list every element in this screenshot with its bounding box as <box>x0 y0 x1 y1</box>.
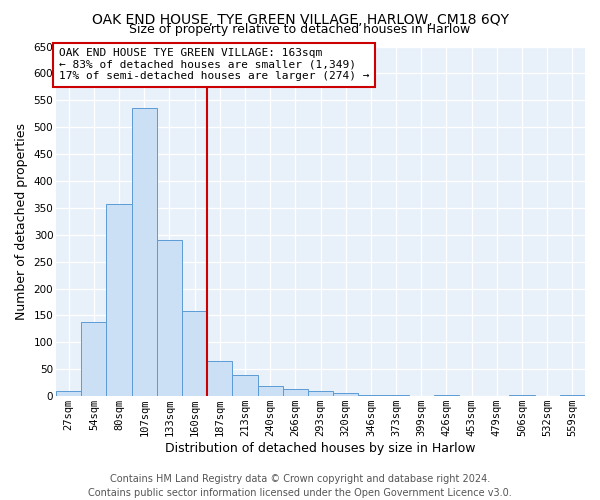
Text: OAK END HOUSE TYE GREEN VILLAGE: 163sqm
← 83% of detached houses are smaller (1,: OAK END HOUSE TYE GREEN VILLAGE: 163sqm … <box>59 48 369 82</box>
X-axis label: Distribution of detached houses by size in Harlow: Distribution of detached houses by size … <box>165 442 476 455</box>
Bar <box>81 322 106 396</box>
Bar <box>106 204 131 396</box>
Bar <box>333 394 358 396</box>
Bar <box>308 391 333 396</box>
Bar <box>434 394 459 396</box>
Bar <box>509 394 535 396</box>
Bar <box>182 311 207 396</box>
Bar <box>383 394 409 396</box>
Bar <box>560 394 585 396</box>
Bar <box>131 108 157 396</box>
Bar <box>157 240 182 396</box>
Bar <box>207 361 232 396</box>
Bar <box>56 391 81 396</box>
Text: OAK END HOUSE, TYE GREEN VILLAGE, HARLOW, CM18 6QY: OAK END HOUSE, TYE GREEN VILLAGE, HARLOW… <box>91 12 509 26</box>
Bar <box>358 394 383 396</box>
Bar <box>283 389 308 396</box>
Text: Size of property relative to detached houses in Harlow: Size of property relative to detached ho… <box>130 22 470 36</box>
Bar <box>257 386 283 396</box>
Text: Contains HM Land Registry data © Crown copyright and database right 2024.
Contai: Contains HM Land Registry data © Crown c… <box>88 474 512 498</box>
Y-axis label: Number of detached properties: Number of detached properties <box>15 123 28 320</box>
Bar <box>232 374 257 396</box>
